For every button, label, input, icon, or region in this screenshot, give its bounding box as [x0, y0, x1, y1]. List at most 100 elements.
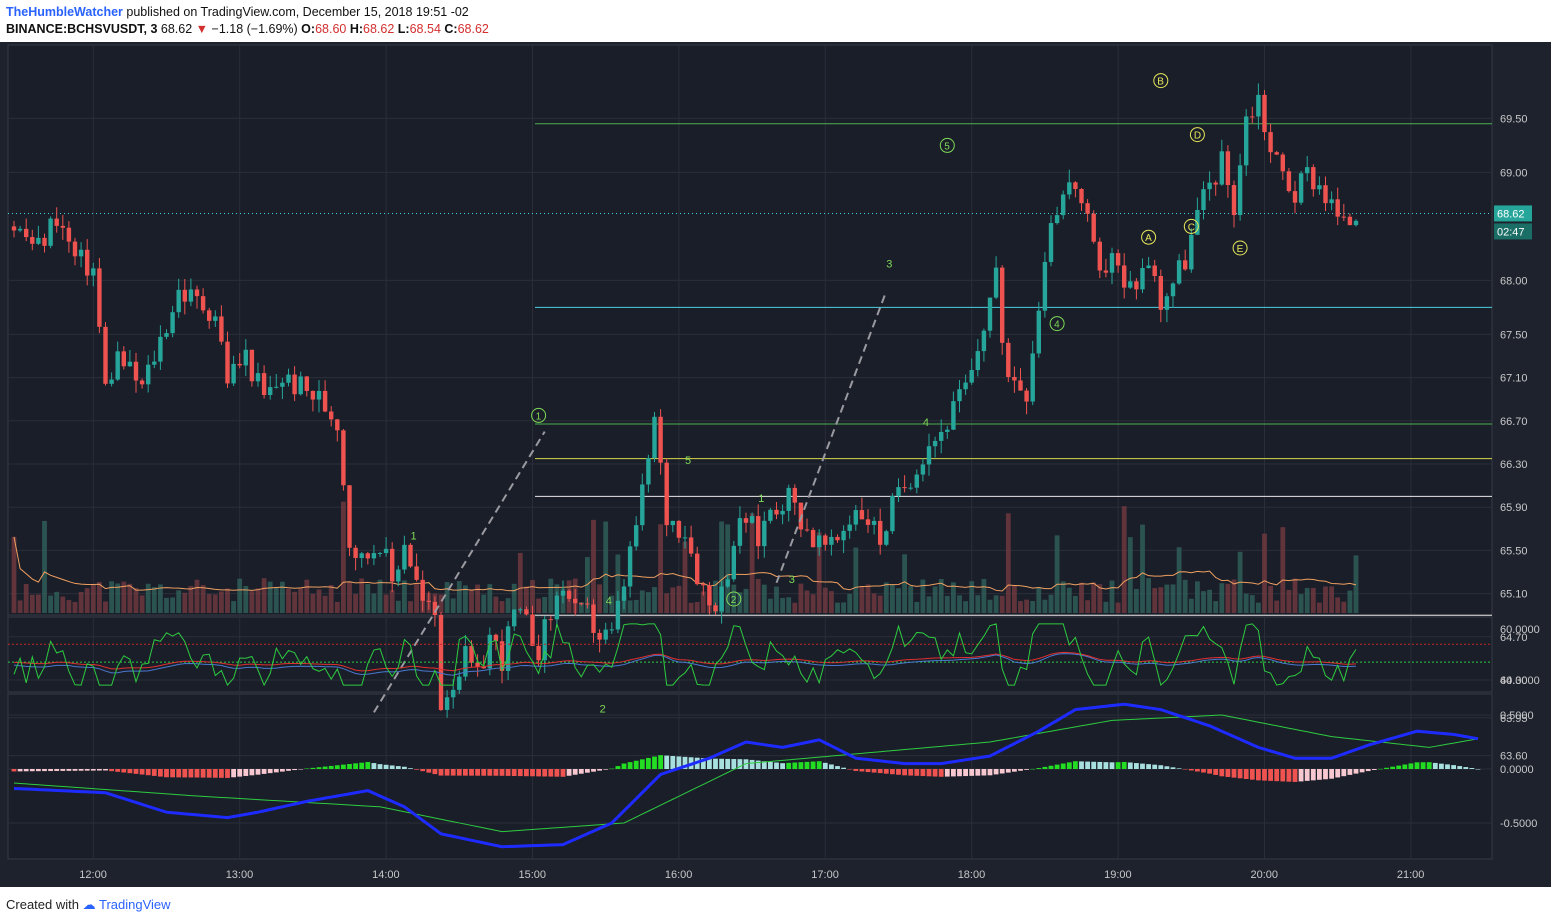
candle-body	[365, 553, 370, 559]
candle-body	[255, 373, 261, 382]
chart-canvas[interactable]: 69.50 69.00 68.00 67.50 67.10 66.70 66.30 65.90…	[0, 42, 1551, 887]
volume-bar	[243, 586, 249, 613]
macd-histogram-bar	[1262, 769, 1267, 781]
macd-histogram-bar	[993, 769, 999, 775]
volume-bar	[48, 595, 53, 613]
price-axis-tick: 65.10	[1500, 589, 1528, 601]
volume-bar	[29, 594, 35, 613]
candle-body	[121, 351, 126, 367]
time-axis-tick: 20:00	[1251, 869, 1279, 881]
chart-area[interactable]: 69.50 69.00 68.00 67.50 67.10 66.70 66.30 65.90…	[0, 42, 1551, 887]
tradingview-link[interactable]: TradingView	[99, 897, 171, 912]
macd-histogram-bar	[859, 769, 865, 772]
macd-histogram-bar	[304, 768, 310, 770]
candle-body	[292, 374, 297, 395]
macd-histogram-bar	[792, 762, 798, 769]
macd-histogram-bar	[1317, 769, 1322, 780]
macd-histogram-bar	[1396, 765, 1402, 769]
volume-bar	[987, 599, 993, 613]
candle-body	[701, 584, 706, 586]
abcde-circle-icon	[1189, 127, 1205, 143]
candle-body	[871, 520, 877, 525]
candle-body	[1347, 216, 1353, 226]
volume-bar	[1121, 506, 1127, 613]
candle-body	[11, 226, 17, 231]
macd-histogram-bar	[36, 769, 41, 772]
macd-histogram-bar	[1323, 769, 1328, 780]
macd-histogram-bar	[322, 766, 328, 769]
volume-bar	[219, 591, 224, 613]
candle-body	[1262, 94, 1267, 133]
candle-body	[646, 458, 651, 485]
volume-bar	[1012, 585, 1017, 613]
wave-count-label: 4	[923, 417, 929, 429]
volume-bar	[755, 578, 761, 613]
macd-histogram-bar	[1408, 763, 1414, 769]
candle-body	[1244, 116, 1249, 166]
candle-body	[524, 609, 529, 615]
candle-body	[182, 289, 187, 302]
candle-series	[11, 83, 1359, 718]
candle-body	[1341, 216, 1346, 218]
macd-histogram-bar	[920, 769, 926, 777]
candle-body	[554, 595, 560, 620]
macd-histogram-bar	[334, 765, 340, 769]
macd-histogram-bar	[505, 769, 511, 776]
macd-histogram-bar	[316, 767, 322, 769]
volume-bar	[853, 547, 859, 613]
macd-histogram-bar	[1414, 762, 1420, 769]
macd-histogram-bar	[1231, 769, 1237, 778]
macd-histogram-bar	[835, 766, 840, 769]
macd-histogram-bar	[774, 762, 779, 769]
macd-histogram-bar	[109, 769, 114, 772]
macd-histogram-bar	[1042, 766, 1048, 769]
candle-body	[627, 546, 633, 587]
macd-histogram-bar	[841, 767, 846, 769]
candle-body	[652, 416, 657, 459]
macd-histogram-bar	[1359, 769, 1365, 773]
abcde-circle-icon	[1232, 240, 1248, 256]
candle-body	[158, 336, 163, 362]
macd-histogram-bar	[1213, 769, 1219, 775]
macd-histogram-bar	[603, 769, 609, 770]
macd-axis-tick: 0.0000	[1500, 764, 1534, 776]
macd-histogram-bar	[1390, 766, 1395, 769]
candle-body	[402, 544, 407, 570]
candle-body	[731, 545, 736, 580]
candle-body	[1201, 189, 1206, 210]
rsi-axis-tick: 40.0000	[1500, 675, 1540, 687]
macd-histogram-bar	[121, 769, 127, 773]
volume-bar	[36, 594, 41, 613]
time-axis-tick: 19:00	[1104, 869, 1132, 881]
volume-bar	[78, 591, 84, 613]
macd-histogram-bar	[633, 760, 639, 769]
price-change: −1.18 (−1.69%)	[211, 22, 298, 36]
macd-histogram-bar	[200, 769, 206, 778]
candle-body	[585, 603, 590, 605]
candle-body	[133, 361, 139, 381]
candle-body	[792, 487, 797, 503]
candle-body	[1268, 132, 1273, 153]
candle-body	[817, 535, 822, 548]
macd-histogram-bar	[627, 762, 633, 769]
price-axis-tick: 64.70	[1500, 632, 1528, 644]
abcde-circle-icon	[1153, 73, 1169, 89]
volume-bar	[804, 590, 810, 613]
candle-body	[1024, 390, 1029, 402]
candle-body	[768, 509, 773, 521]
volume-bar	[816, 532, 822, 613]
candle-body	[560, 590, 566, 596]
candle-body	[969, 370, 974, 383]
candle-body	[804, 529, 810, 531]
candle-body	[1298, 173, 1304, 203]
macd-histogram-bar	[969, 769, 975, 776]
candle-body	[261, 373, 267, 395]
macd-histogram-bar	[359, 762, 365, 769]
author-link[interactable]: TheHumbleWatcher	[6, 5, 123, 19]
candle-body	[1335, 199, 1340, 217]
volume-bar	[298, 588, 304, 613]
candle-body	[347, 485, 352, 548]
candle-body	[725, 579, 730, 587]
abcde-label: A	[1145, 233, 1152, 244]
macd-histogram-bar	[365, 762, 371, 769]
